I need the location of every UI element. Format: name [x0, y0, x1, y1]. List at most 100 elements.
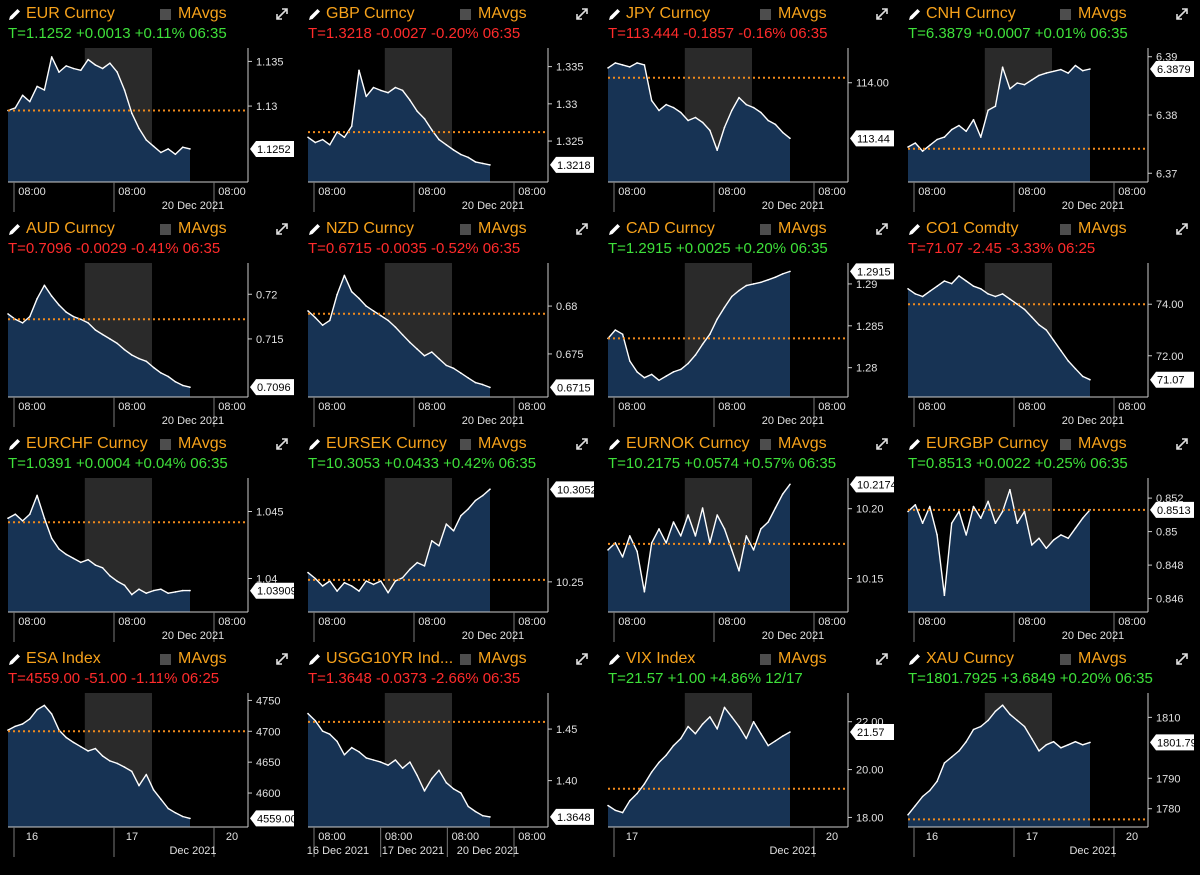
- ticker-label[interactable]: GBP Curncy: [326, 5, 415, 22]
- price-chart: 74.00 72.00 71.07 08:00 08:00 08:00 20 Dec 202…: [907, 263, 1194, 427]
- pencil-icon[interactable]: [908, 438, 921, 451]
- mavgs-toggle[interactable]: MAvgs: [478, 220, 527, 237]
- mavgs-toggle[interactable]: MAvgs: [178, 5, 227, 22]
- pencil-icon[interactable]: [308, 438, 321, 451]
- square-toggle-icon[interactable]: [160, 9, 171, 20]
- ticker-label[interactable]: ESA Index: [26, 650, 101, 667]
- mavgs-toggle[interactable]: MAvgs: [778, 220, 827, 237]
- mavgs-toggle[interactable]: MAvgs: [478, 5, 527, 22]
- ticker-label[interactable]: XAU Curncy: [926, 650, 1015, 667]
- price-point: [50, 713, 53, 715]
- square-toggle-icon[interactable]: [1060, 439, 1071, 450]
- mavgs-toggle[interactable]: MAvgs: [478, 650, 527, 667]
- expand-arrows-icon[interactable]: [1175, 7, 1189, 21]
- mavgs-toggle[interactable]: MAvgs: [778, 435, 827, 452]
- price-point: [607, 67, 609, 69]
- mavgs-toggle[interactable]: MAvgs: [778, 5, 827, 22]
- price-point: [138, 784, 140, 787]
- mavgs-toggle[interactable]: MAvgs: [178, 220, 227, 237]
- ticker-label[interactable]: VIX Index: [626, 650, 696, 667]
- square-toggle-icon[interactable]: [760, 439, 771, 450]
- mavgs-toggle[interactable]: MAvgs: [778, 650, 827, 667]
- mavgs-toggle[interactable]: MAvgs: [1078, 650, 1127, 667]
- pencil-icon[interactable]: [308, 653, 321, 666]
- price-point: [109, 62, 111, 64]
- square-toggle-icon[interactable]: [160, 439, 171, 450]
- ticker-label[interactable]: EURGBP Curncy: [926, 435, 1049, 452]
- pencil-icon[interactable]: [8, 223, 21, 236]
- square-toggle-icon[interactable]: [1060, 654, 1071, 665]
- ticker-label[interactable]: EURNOK Curncy: [626, 435, 750, 452]
- price-point: [1052, 740, 1055, 743]
- pencil-icon[interactable]: [608, 438, 621, 451]
- mavgs-toggle[interactable]: MAvgs: [478, 435, 527, 452]
- ticker-label[interactable]: NZD Curncy: [326, 220, 415, 237]
- expand-arrows-icon[interactable]: [1175, 222, 1189, 236]
- ticker-label[interactable]: CAD Curncy: [626, 220, 715, 237]
- expand-arrows-icon[interactable]: [575, 437, 589, 451]
- y-tick-label: 1780: [1156, 804, 1180, 816]
- mavgs-toggle[interactable]: MAvgs: [178, 435, 227, 452]
- expand-arrows-icon[interactable]: [275, 437, 289, 451]
- pencil-icon[interactable]: [608, 223, 621, 236]
- pencil-icon[interactable]: [908, 653, 921, 666]
- price-area: [308, 489, 490, 612]
- price-point: [87, 750, 89, 752]
- price-point: [1074, 64, 1077, 67]
- price-point: [36, 494, 38, 497]
- last-price-label: 1.03909: [257, 586, 296, 598]
- square-toggle-icon[interactable]: [760, 224, 771, 235]
- expand-arrows-icon[interactable]: [875, 7, 889, 21]
- price-point: [372, 759, 375, 761]
- pencil-icon[interactable]: [308, 223, 321, 236]
- expand-arrows-icon[interactable]: [875, 222, 889, 236]
- expand-arrows-icon[interactable]: [875, 437, 889, 451]
- price-chart: 114.00 113.44 08:00 08:00 08:00 20 Dec 2021: [607, 48, 894, 212]
- expand-arrows-icon[interactable]: [875, 652, 889, 666]
- price-point: [1089, 68, 1091, 70]
- pencil-icon[interactable]: [608, 8, 621, 21]
- square-toggle-icon[interactable]: [460, 9, 471, 20]
- square-toggle-icon[interactable]: [460, 224, 471, 235]
- price-point: [145, 139, 148, 141]
- expand-arrows-icon[interactable]: [1175, 652, 1189, 666]
- square-toggle-icon[interactable]: [460, 439, 471, 450]
- pencil-icon[interactable]: [8, 653, 21, 666]
- square-toggle-icon[interactable]: [160, 654, 171, 665]
- price-point: [760, 528, 762, 530]
- ticker-label[interactable]: AUD Curncy: [26, 220, 115, 237]
- pencil-icon[interactable]: [8, 8, 21, 21]
- pencil-icon[interactable]: [8, 438, 21, 451]
- ticker-label[interactable]: EURSEK Curncy: [326, 435, 447, 452]
- expand-arrows-icon[interactable]: [1175, 437, 1189, 451]
- square-toggle-icon[interactable]: [1060, 9, 1071, 20]
- ticker-label[interactable]: CO1 Comdty: [926, 220, 1019, 237]
- square-toggle-icon[interactable]: [760, 654, 771, 665]
- pencil-icon[interactable]: [308, 8, 321, 21]
- ticker-label[interactable]: USGG10YR Ind...: [326, 650, 454, 667]
- ticker-label[interactable]: JPY Curncy: [626, 5, 711, 22]
- ticker-label[interactable]: EURCHF Curncy: [26, 435, 148, 452]
- expand-arrows-icon[interactable]: [575, 652, 589, 666]
- mavgs-toggle[interactable]: MAvgs: [178, 650, 227, 667]
- mavgs-toggle[interactable]: MAvgs: [1078, 220, 1127, 237]
- square-toggle-icon[interactable]: [160, 224, 171, 235]
- expand-arrows-icon[interactable]: [275, 7, 289, 21]
- square-toggle-icon[interactable]: [760, 9, 771, 20]
- panel-header: CNH Curncy MAvgs: [900, 2, 1196, 24]
- price-point: [921, 150, 924, 152]
- mavgs-toggle[interactable]: MAvgs: [1078, 435, 1127, 452]
- expand-arrows-icon[interactable]: [575, 7, 589, 21]
- mavgs-toggle[interactable]: MAvgs: [1078, 5, 1127, 22]
- expand-arrows-icon[interactable]: [275, 652, 289, 666]
- pencil-icon[interactable]: [608, 653, 621, 666]
- expand-arrows-icon[interactable]: [575, 222, 589, 236]
- expand-arrows-icon[interactable]: [275, 222, 289, 236]
- pencil-icon[interactable]: [908, 223, 921, 236]
- pencil-icon[interactable]: [908, 8, 921, 21]
- ticker-label[interactable]: EUR Curncy: [26, 5, 115, 22]
- square-toggle-icon[interactable]: [460, 654, 471, 665]
- price-line: [7, 284, 191, 388]
- ticker-label[interactable]: CNH Curncy: [926, 5, 1016, 22]
- square-toggle-icon[interactable]: [1060, 224, 1071, 235]
